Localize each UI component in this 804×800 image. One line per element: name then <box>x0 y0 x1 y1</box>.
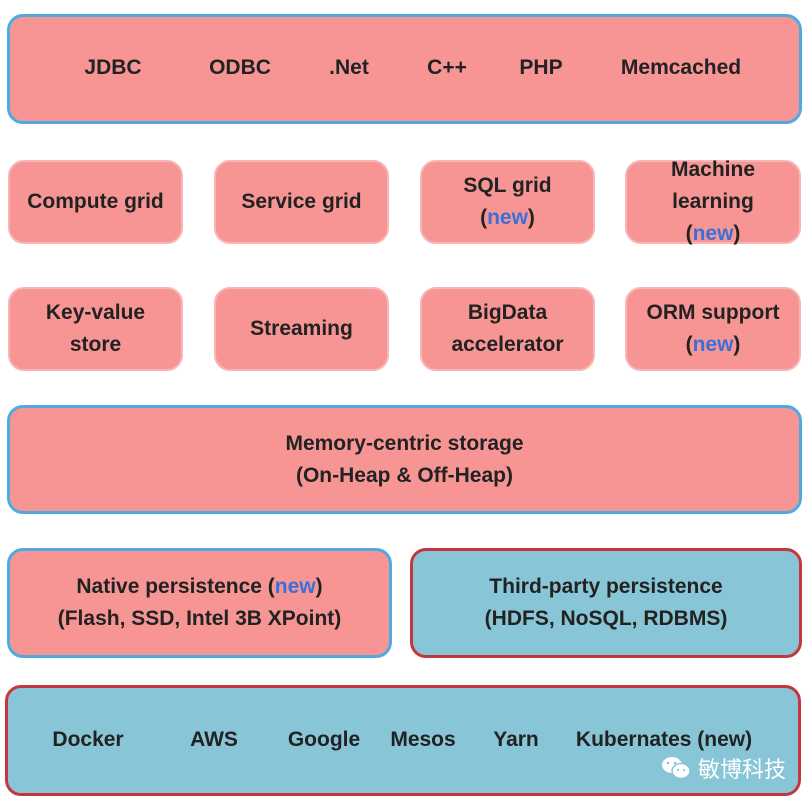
platform-yarn: Yarn <box>493 728 539 751</box>
platform-kubernates: Kubernates (new) <box>575 728 753 751</box>
streaming-box: Streaming <box>214 287 389 371</box>
api-cpp: C++ <box>427 56 467 79</box>
paren: ) <box>733 333 741 356</box>
platform-aws: AWS <box>190 728 238 751</box>
api-layer <box>7 14 802 124</box>
label: (Flash, SSD, Intel 3B XPoint) <box>57 607 342 630</box>
wechat-icon <box>662 757 691 780</box>
watermark: 敏博科技 <box>660 752 786 784</box>
service-grid-box: Service grid <box>214 160 389 244</box>
paren: ( <box>480 206 488 229</box>
label: accelerator <box>451 333 564 356</box>
label: Machine <box>670 158 756 181</box>
api-odbc: ODBC <box>209 56 271 79</box>
sql-grid-box: SQL grid (new) <box>420 160 595 244</box>
paren: ) <box>527 206 535 229</box>
new-tag: new <box>487 206 528 229</box>
api-jdbc: JDBC <box>84 56 142 79</box>
label: Key-value <box>45 301 146 324</box>
paren: ) <box>733 222 741 245</box>
label: learning <box>672 190 754 213</box>
label: ORM support <box>646 301 780 324</box>
api-php: PHP <box>519 56 563 79</box>
platform-google: Google <box>287 728 361 751</box>
new-tag: new <box>274 575 316 598</box>
watermark-text: 敏博科技 <box>698 757 787 782</box>
label: Native persistence ( <box>76 575 275 598</box>
platform-docker: Docker <box>52 728 124 751</box>
label: SQL grid <box>463 174 552 197</box>
memory-storage-box: Memory-centric storage (On-Heap & Off-Hea… <box>7 405 802 514</box>
label: store <box>69 333 122 356</box>
platform-mesos: Mesos <box>390 728 456 751</box>
label: Streaming <box>250 317 353 340</box>
new-tag: new <box>692 333 734 356</box>
key-value-box: Key-value store <box>8 287 183 371</box>
label: Service grid <box>241 190 362 213</box>
paren: ( <box>685 222 693 245</box>
third-party-persistence-box: Third-party persistence (HDFS, NoSQL, RDB… <box>410 548 802 658</box>
label: Memory-centric storage <box>285 431 524 455</box>
machine-learning-box: Machine learning (new) <box>625 158 801 245</box>
compute-grid-box: Compute grid <box>8 160 183 244</box>
bigdata-box: BigData accelerator <box>420 287 595 371</box>
native-persistence-box: Native persistence (new) (Flash, SSD, Int… <box>7 548 392 658</box>
api-dotnet: .Net <box>329 56 369 79</box>
paren: ( <box>685 333 693 356</box>
label: Third-party persistence <box>489 575 723 598</box>
label: BigData <box>467 301 548 324</box>
platform-layer <box>5 685 801 796</box>
label: Compute grid <box>27 190 164 213</box>
paren: ) <box>315 575 323 598</box>
label: (On-Heap & Off-Heap) <box>295 463 513 487</box>
new-tag: new <box>692 222 734 245</box>
orm-box: ORM support (new) <box>625 287 801 371</box>
label: (HDFS, NoSQL, RDBMS) <box>484 607 728 630</box>
api-memcached: Memcached <box>620 56 742 79</box>
